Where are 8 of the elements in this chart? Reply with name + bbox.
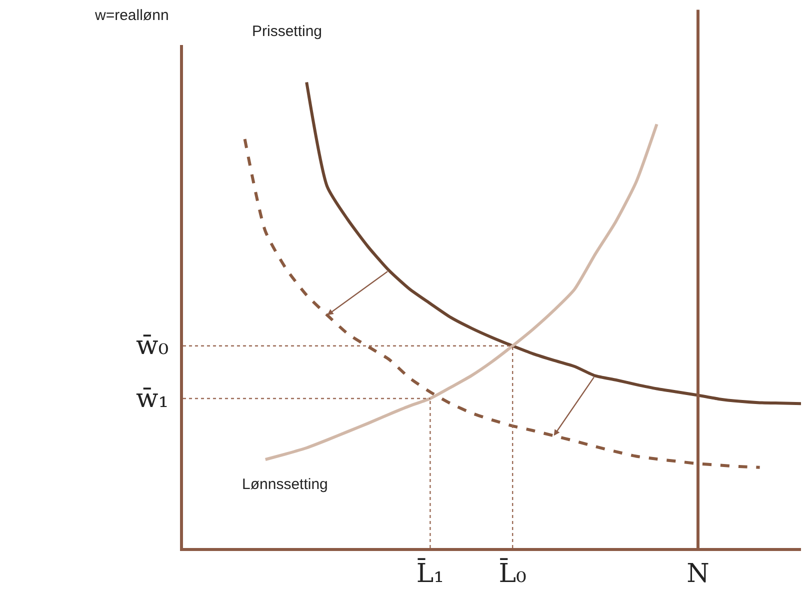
series-label: Lønnssetting bbox=[242, 476, 328, 493]
text: w̄₁ bbox=[136, 384, 169, 414]
text: Prissetting bbox=[252, 23, 322, 40]
text: w̄₀ bbox=[136, 331, 169, 361]
x-tick-label: N bbox=[686, 559, 710, 590]
x-tick-label: L̄₁ bbox=[416, 557, 444, 590]
y-axis-title: w=reallønn bbox=[94, 7, 169, 24]
x-tick-label: L̄₀ bbox=[498, 557, 526, 590]
